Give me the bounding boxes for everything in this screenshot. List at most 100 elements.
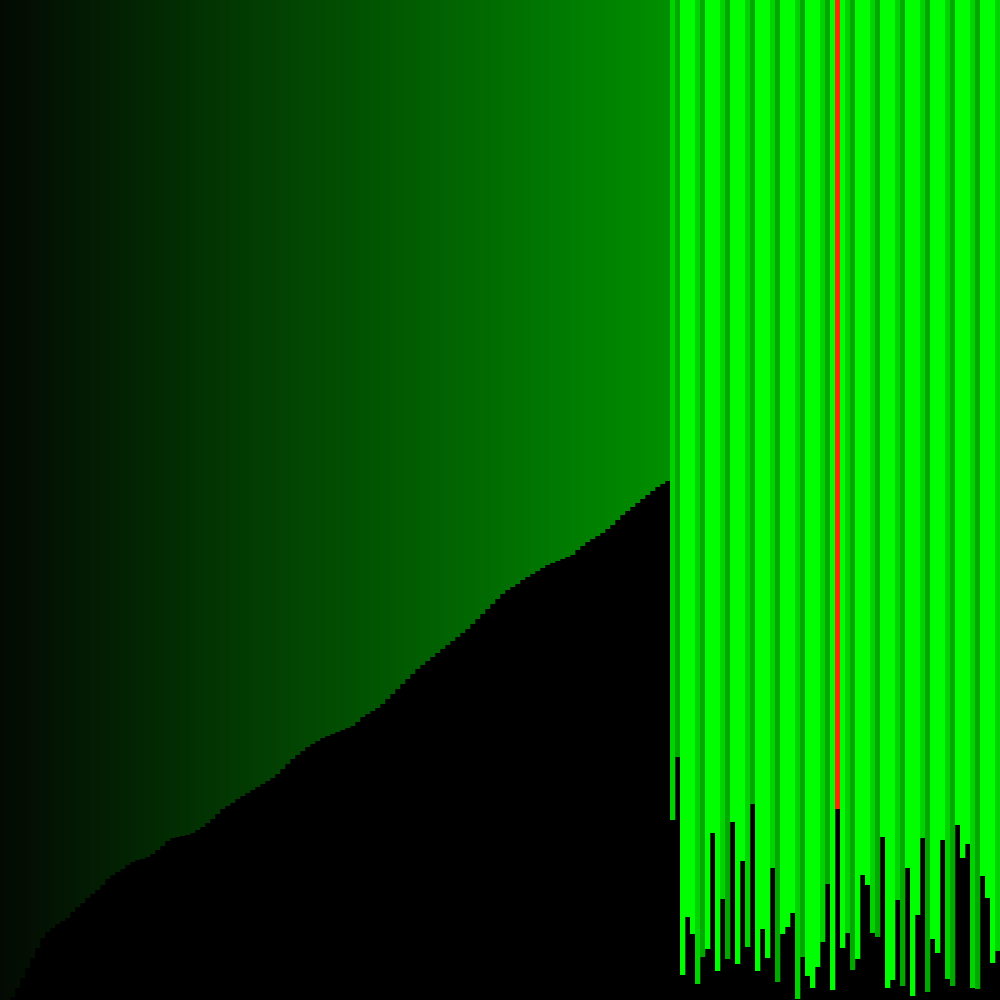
bar-sorted <box>430 0 436 657</box>
bar-sorted <box>315 0 321 741</box>
bar-sorted <box>615 0 621 520</box>
bar-unsorted <box>965 0 971 844</box>
bar-highlighted <box>835 0 841 809</box>
bar-unsorted <box>780 0 786 934</box>
bar-sorted <box>380 0 386 704</box>
bar-sorted <box>160 0 166 846</box>
bar-sorted <box>480 0 486 614</box>
bar-sorted <box>230 0 236 803</box>
bar-unsorted <box>995 0 1000 951</box>
bar-unsorted <box>800 0 806 957</box>
bar-sorted <box>390 0 396 694</box>
bar-sorted <box>645 0 651 495</box>
bar-sorted <box>270 0 276 778</box>
bar-unsorted <box>990 0 996 963</box>
bar-sorted <box>450 0 456 641</box>
bar-sorted <box>125 0 131 865</box>
bar-sorted <box>200 0 206 827</box>
bar-sorted <box>625 0 631 511</box>
bar-sorted <box>570 0 576 555</box>
bar-unsorted <box>720 0 726 899</box>
bar-unsorted <box>790 0 796 913</box>
bar-unsorted <box>820 0 826 942</box>
bar-sorted <box>475 0 481 619</box>
bar-sorted <box>555 0 561 561</box>
bar-sorted <box>325 0 331 736</box>
bar-unsorted <box>680 0 686 975</box>
bar-sorted <box>610 0 616 525</box>
bar-sorted <box>115 0 121 872</box>
bar-sorted <box>635 0 641 503</box>
bar-unsorted <box>765 0 771 958</box>
bar-sorted <box>560 0 566 559</box>
bar-sorted <box>340 0 346 730</box>
bar-sorted <box>180 0 186 836</box>
bar-sorted <box>40 0 46 938</box>
bar-sorted <box>580 0 586 546</box>
bar-sorted <box>225 0 231 806</box>
bar-unsorted <box>730 0 736 822</box>
bar-sorted <box>500 0 506 594</box>
bar-sorted <box>530 0 536 574</box>
bar-unsorted <box>900 0 906 986</box>
bar-sorted <box>590 0 596 539</box>
bar-sorted <box>240 0 246 796</box>
bar-sorted <box>260 0 266 784</box>
bar-sorted <box>585 0 591 542</box>
bar-sorted <box>525 0 531 577</box>
bar-sorted <box>515 0 521 584</box>
bar-sorted <box>90 0 96 894</box>
bar-sorted <box>605 0 611 529</box>
bar-sorted <box>175 0 181 837</box>
bar-sorted <box>465 0 471 629</box>
bar-sorted <box>355 0 361 722</box>
bar-sorted <box>245 0 251 793</box>
bar-unsorted <box>700 0 706 957</box>
bar-sorted <box>120 0 126 869</box>
bar-sorted <box>400 0 406 684</box>
bar-unsorted <box>865 0 871 885</box>
bar-sorted <box>640 0 646 499</box>
bar-unsorted <box>945 0 951 979</box>
bar-sorted <box>370 0 376 711</box>
bar-unsorted <box>810 0 816 988</box>
bar-sorted <box>85 0 91 898</box>
bar-sorted <box>135 0 141 860</box>
bar-unsorted <box>830 0 836 990</box>
bar-sorted <box>455 0 461 637</box>
bar-sorted <box>150 0 156 854</box>
bar-unsorted <box>955 0 961 825</box>
bar-sorted <box>440 0 446 649</box>
bar-sorted <box>545 0 551 565</box>
bar-unsorted <box>745 0 751 947</box>
bar-unsorted <box>750 0 756 804</box>
bar-sorted <box>600 0 606 533</box>
bar-unsorted <box>950 0 956 986</box>
bar-unsorted <box>975 0 981 989</box>
bar-sorted <box>495 0 501 599</box>
bar-sorted <box>420 0 426 665</box>
bar-sorted <box>375 0 381 708</box>
bar-unsorted <box>685 0 691 917</box>
bar-sorted <box>335 0 341 732</box>
bar-sorted <box>655 0 661 487</box>
bar-sorted <box>210 0 216 819</box>
bar-sorted <box>65 0 71 918</box>
bar-unsorted <box>845 0 851 933</box>
bar-sorted <box>20 0 26 978</box>
bar-sorted <box>410 0 416 674</box>
bar-sorted <box>435 0 441 653</box>
bar-unsorted <box>850 0 856 970</box>
bar-unsorted <box>905 0 911 868</box>
bar-sorted <box>405 0 411 679</box>
bar-sorted <box>265 0 271 781</box>
bar-unsorted <box>695 0 701 984</box>
bar-unsorted <box>775 0 781 982</box>
bar-sorted <box>205 0 211 823</box>
bar-sorted <box>425 0 431 661</box>
bar-unsorted <box>925 0 931 992</box>
bar-sorted <box>170 0 176 838</box>
bar-unsorted <box>860 0 866 875</box>
bar-sorted <box>185 0 191 835</box>
bar-unsorted <box>725 0 731 959</box>
